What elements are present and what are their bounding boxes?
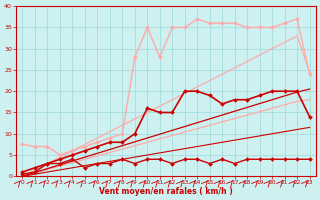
X-axis label: Vent moyen/en rafales ( km/h ): Vent moyen/en rafales ( km/h ) xyxy=(99,187,233,196)
